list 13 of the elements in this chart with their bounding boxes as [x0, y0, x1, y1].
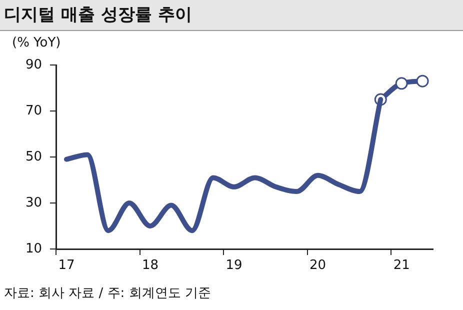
x-tick-label: 20 — [310, 258, 326, 274]
y-tick-label: 30 — [25, 195, 42, 210]
y-tick-label: 90 — [25, 57, 42, 72]
y-axis-title: (% YoY) — [12, 35, 61, 50]
y-tick-label: 10 — [25, 241, 42, 256]
x-tick-label: 18 — [142, 258, 159, 274]
x-tick-label: 19 — [226, 258, 242, 274]
chart-title: 디지털 매출 성장률 추이 — [0, 0, 463, 31]
y-tick-label: 50 — [25, 149, 42, 164]
x-tick-label: 17 — [58, 258, 75, 274]
x-tick-label: 21 — [393, 258, 410, 274]
text: 자료: 회사 자료 / 주: 회계연도 기준 — [4, 285, 211, 302]
y-tick-label: 70 — [25, 103, 42, 118]
